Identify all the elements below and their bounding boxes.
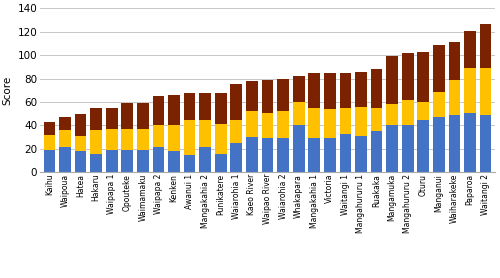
Bar <box>355 72 367 107</box>
Bar <box>44 122 55 135</box>
Bar <box>324 73 336 109</box>
Bar <box>90 154 102 172</box>
Bar <box>480 68 492 115</box>
Bar <box>184 120 196 155</box>
Bar <box>184 155 196 172</box>
Bar <box>418 120 429 172</box>
Bar <box>152 96 164 125</box>
Bar <box>448 42 460 80</box>
Bar <box>137 129 148 150</box>
Bar <box>402 53 413 100</box>
Bar <box>480 24 492 68</box>
Bar <box>340 134 351 172</box>
Bar <box>448 80 460 115</box>
Bar <box>370 69 382 108</box>
Bar <box>402 125 413 172</box>
Bar <box>340 73 351 108</box>
Bar <box>215 93 226 124</box>
Bar <box>200 93 211 120</box>
Bar <box>386 56 398 105</box>
Bar <box>402 100 413 125</box>
Bar <box>200 120 211 147</box>
Bar <box>59 117 71 130</box>
Bar <box>293 76 304 102</box>
Bar <box>74 136 86 151</box>
Bar <box>370 108 382 131</box>
Bar <box>262 80 274 113</box>
Bar <box>90 130 102 154</box>
Bar <box>122 150 133 172</box>
Bar <box>433 45 444 91</box>
Bar <box>448 115 460 172</box>
Bar <box>106 150 118 172</box>
Bar <box>464 31 476 68</box>
Bar <box>246 111 258 137</box>
Bar <box>215 124 226 154</box>
Bar <box>168 125 180 151</box>
Bar <box>277 79 289 111</box>
Bar <box>230 143 242 172</box>
Bar <box>137 103 148 129</box>
Bar <box>44 135 55 150</box>
Bar <box>386 125 398 172</box>
Bar <box>464 113 476 172</box>
Bar <box>277 138 289 172</box>
Bar <box>370 131 382 172</box>
Bar <box>168 151 180 172</box>
Bar <box>59 147 71 172</box>
Bar <box>308 73 320 108</box>
Bar <box>246 81 258 111</box>
Bar <box>355 136 367 172</box>
Bar <box>230 120 242 143</box>
Bar <box>137 150 148 172</box>
Bar <box>44 150 55 172</box>
Bar <box>324 138 336 172</box>
Bar <box>200 147 211 172</box>
Bar <box>230 85 242 120</box>
Bar <box>215 154 226 172</box>
Bar <box>90 108 102 130</box>
Bar <box>246 137 258 172</box>
Bar <box>59 130 71 147</box>
Bar <box>106 108 118 129</box>
Bar <box>464 68 476 113</box>
Bar <box>308 138 320 172</box>
Bar <box>324 109 336 138</box>
Bar <box>122 103 133 129</box>
Bar <box>340 108 351 134</box>
Bar <box>480 115 492 172</box>
Bar <box>418 102 429 120</box>
Bar <box>262 138 274 172</box>
Y-axis label: Score: Score <box>2 76 12 105</box>
Bar <box>418 52 429 102</box>
Bar <box>106 129 118 150</box>
Bar <box>386 105 398 125</box>
Bar <box>168 95 180 125</box>
Bar <box>277 111 289 138</box>
Bar <box>262 113 274 138</box>
Bar <box>184 93 196 120</box>
Bar <box>308 108 320 138</box>
Bar <box>355 107 367 136</box>
Bar <box>433 91 444 117</box>
Bar <box>433 117 444 172</box>
Bar <box>152 147 164 172</box>
Bar <box>122 129 133 150</box>
Bar <box>293 102 304 125</box>
Bar <box>74 151 86 172</box>
Bar <box>293 125 304 172</box>
Bar <box>152 125 164 147</box>
Bar <box>74 114 86 136</box>
